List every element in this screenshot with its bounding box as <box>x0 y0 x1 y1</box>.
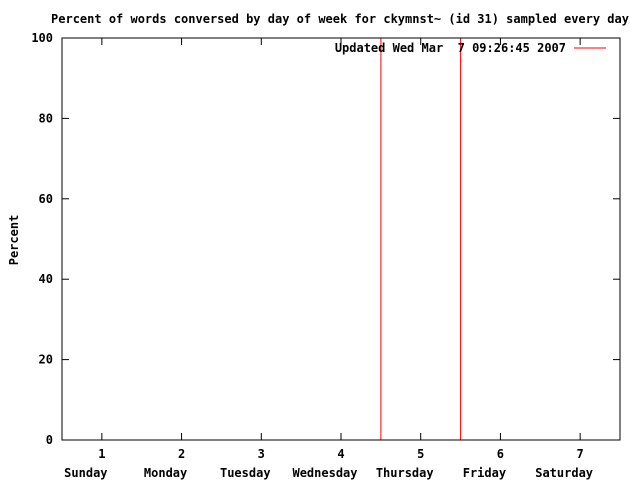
x-tick-label: 3 <box>258 447 265 461</box>
x-category-label: Sunday <box>64 466 107 480</box>
y-axis-label: Percent <box>7 215 21 266</box>
x-category-label: Wednesday <box>292 466 357 480</box>
series-line <box>380 37 462 440</box>
x-category-label: Friday <box>463 466 506 480</box>
y-tick-label: 20 <box>39 353 53 367</box>
y-tick-label: 0 <box>46 433 53 447</box>
legend-label: Updated Wed Mar 7 09:26:45 2007 <box>335 41 566 55</box>
x-tick-label: 7 <box>577 447 584 461</box>
x-tick-label: 1 <box>98 447 105 461</box>
x-category-label: Thursday <box>376 466 434 480</box>
chart-title: Percent of words conversed by day of wee… <box>51 12 629 26</box>
plot-frame <box>61 37 621 441</box>
y-tick-label: 60 <box>39 192 53 206</box>
x-tick-label: 4 <box>337 447 344 461</box>
x-tick-label: 5 <box>417 447 424 461</box>
legend: Updated Wed Mar 7 09:26:45 2007 <box>335 41 606 55</box>
x-category-label: Monday <box>144 466 187 480</box>
y-tick-label: 40 <box>39 272 53 286</box>
x-category-label: Saturday <box>535 466 593 480</box>
y-tick-label: 80 <box>39 111 53 125</box>
y-tick-label: 100 <box>31 31 53 45</box>
x-tick-label: 2 <box>178 447 185 461</box>
x-category-label: Tuesday <box>220 466 271 480</box>
x-tick-label: 6 <box>497 447 504 461</box>
